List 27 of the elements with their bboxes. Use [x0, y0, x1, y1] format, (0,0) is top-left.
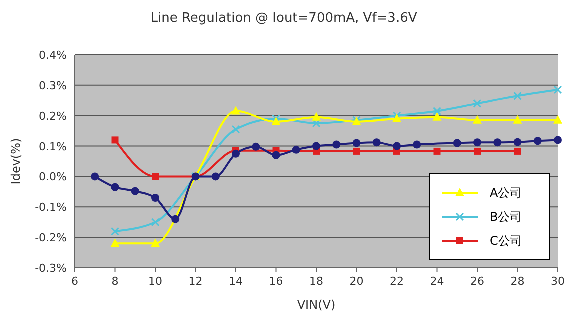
y-tick-label: 0.0% [39, 170, 67, 184]
y-tick-label: 0.1% [39, 140, 67, 154]
y-tick-label: -0.2% [35, 232, 67, 245]
x-tick-label: 8 [112, 275, 119, 288]
x-tick-label: 6 [72, 275, 78, 288]
y-tick-label: 0.3% [39, 79, 67, 92]
y-tick-label: -0.1% [35, 201, 67, 214]
y-tick-label: 0.2% [39, 110, 67, 123]
x-tick-label: 16 [269, 275, 284, 288]
y-tick-label: 0.4% [39, 49, 67, 62]
legend-label: A公司 [490, 186, 522, 200]
x-tick-label: 28 [510, 275, 525, 288]
x-axis-title: VIN(V) [297, 298, 336, 312]
x-tick-label: 26 [470, 275, 484, 288]
legend-label: B公司 [490, 210, 522, 224]
x-tick-label: 10 [148, 275, 162, 288]
y-axis-title: Idev(%) [9, 138, 23, 185]
x-tick-label: 22 [390, 275, 404, 288]
y-tick-label: -0.3% [35, 262, 67, 275]
x-tick-label: 18 [310, 275, 324, 288]
chart-title: Line Regulation @ Iout=700mA, Vf=3.6V [150, 11, 418, 26]
legend-label: C公司 [490, 234, 522, 248]
x-tick-label: 24 [430, 275, 444, 288]
x-tick-label: 14 [229, 275, 243, 288]
x-tick-label: 30 [551, 275, 565, 288]
x-tick-label: 12 [188, 275, 203, 288]
x-tick-label: 20 [350, 275, 364, 288]
